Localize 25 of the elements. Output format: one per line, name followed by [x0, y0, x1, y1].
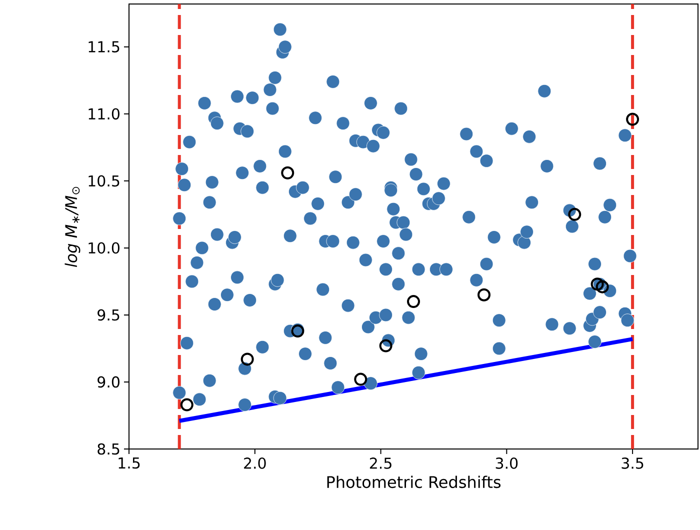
y-tick-label: 11.0	[88, 108, 120, 120]
y-tick-label: 11.5	[88, 41, 120, 52]
x-tick-label: 1.5	[118, 458, 140, 469]
point	[407, 295, 420, 308]
point	[240, 352, 254, 366]
point	[478, 288, 490, 302]
x-tick-label: 2.0	[244, 458, 266, 469]
y-tick-label: 9.5	[98, 309, 120, 321]
point	[379, 339, 392, 352]
point	[590, 278, 604, 291]
point	[626, 112, 640, 126]
y-tick-label: 8.5	[98, 443, 120, 455]
y-tick-label: 10.5	[88, 175, 120, 187]
y-tick-label: 9.0	[98, 376, 120, 388]
point	[596, 280, 609, 294]
y-tick-label: 10.0	[88, 242, 120, 254]
point	[281, 166, 294, 180]
point	[354, 372, 368, 386]
point	[180, 398, 194, 412]
x-axis-title: Photometric Redshifts	[327, 476, 501, 488]
y-axis-title: log M$_{∗}$/M$_{⊙}$	[64, 186, 80, 268]
x-tick-label: 3.5	[622, 458, 644, 469]
x-tick-label: 2.5	[370, 458, 392, 469]
point	[568, 208, 582, 221]
x-tick-label: 3.0	[496, 458, 518, 469]
